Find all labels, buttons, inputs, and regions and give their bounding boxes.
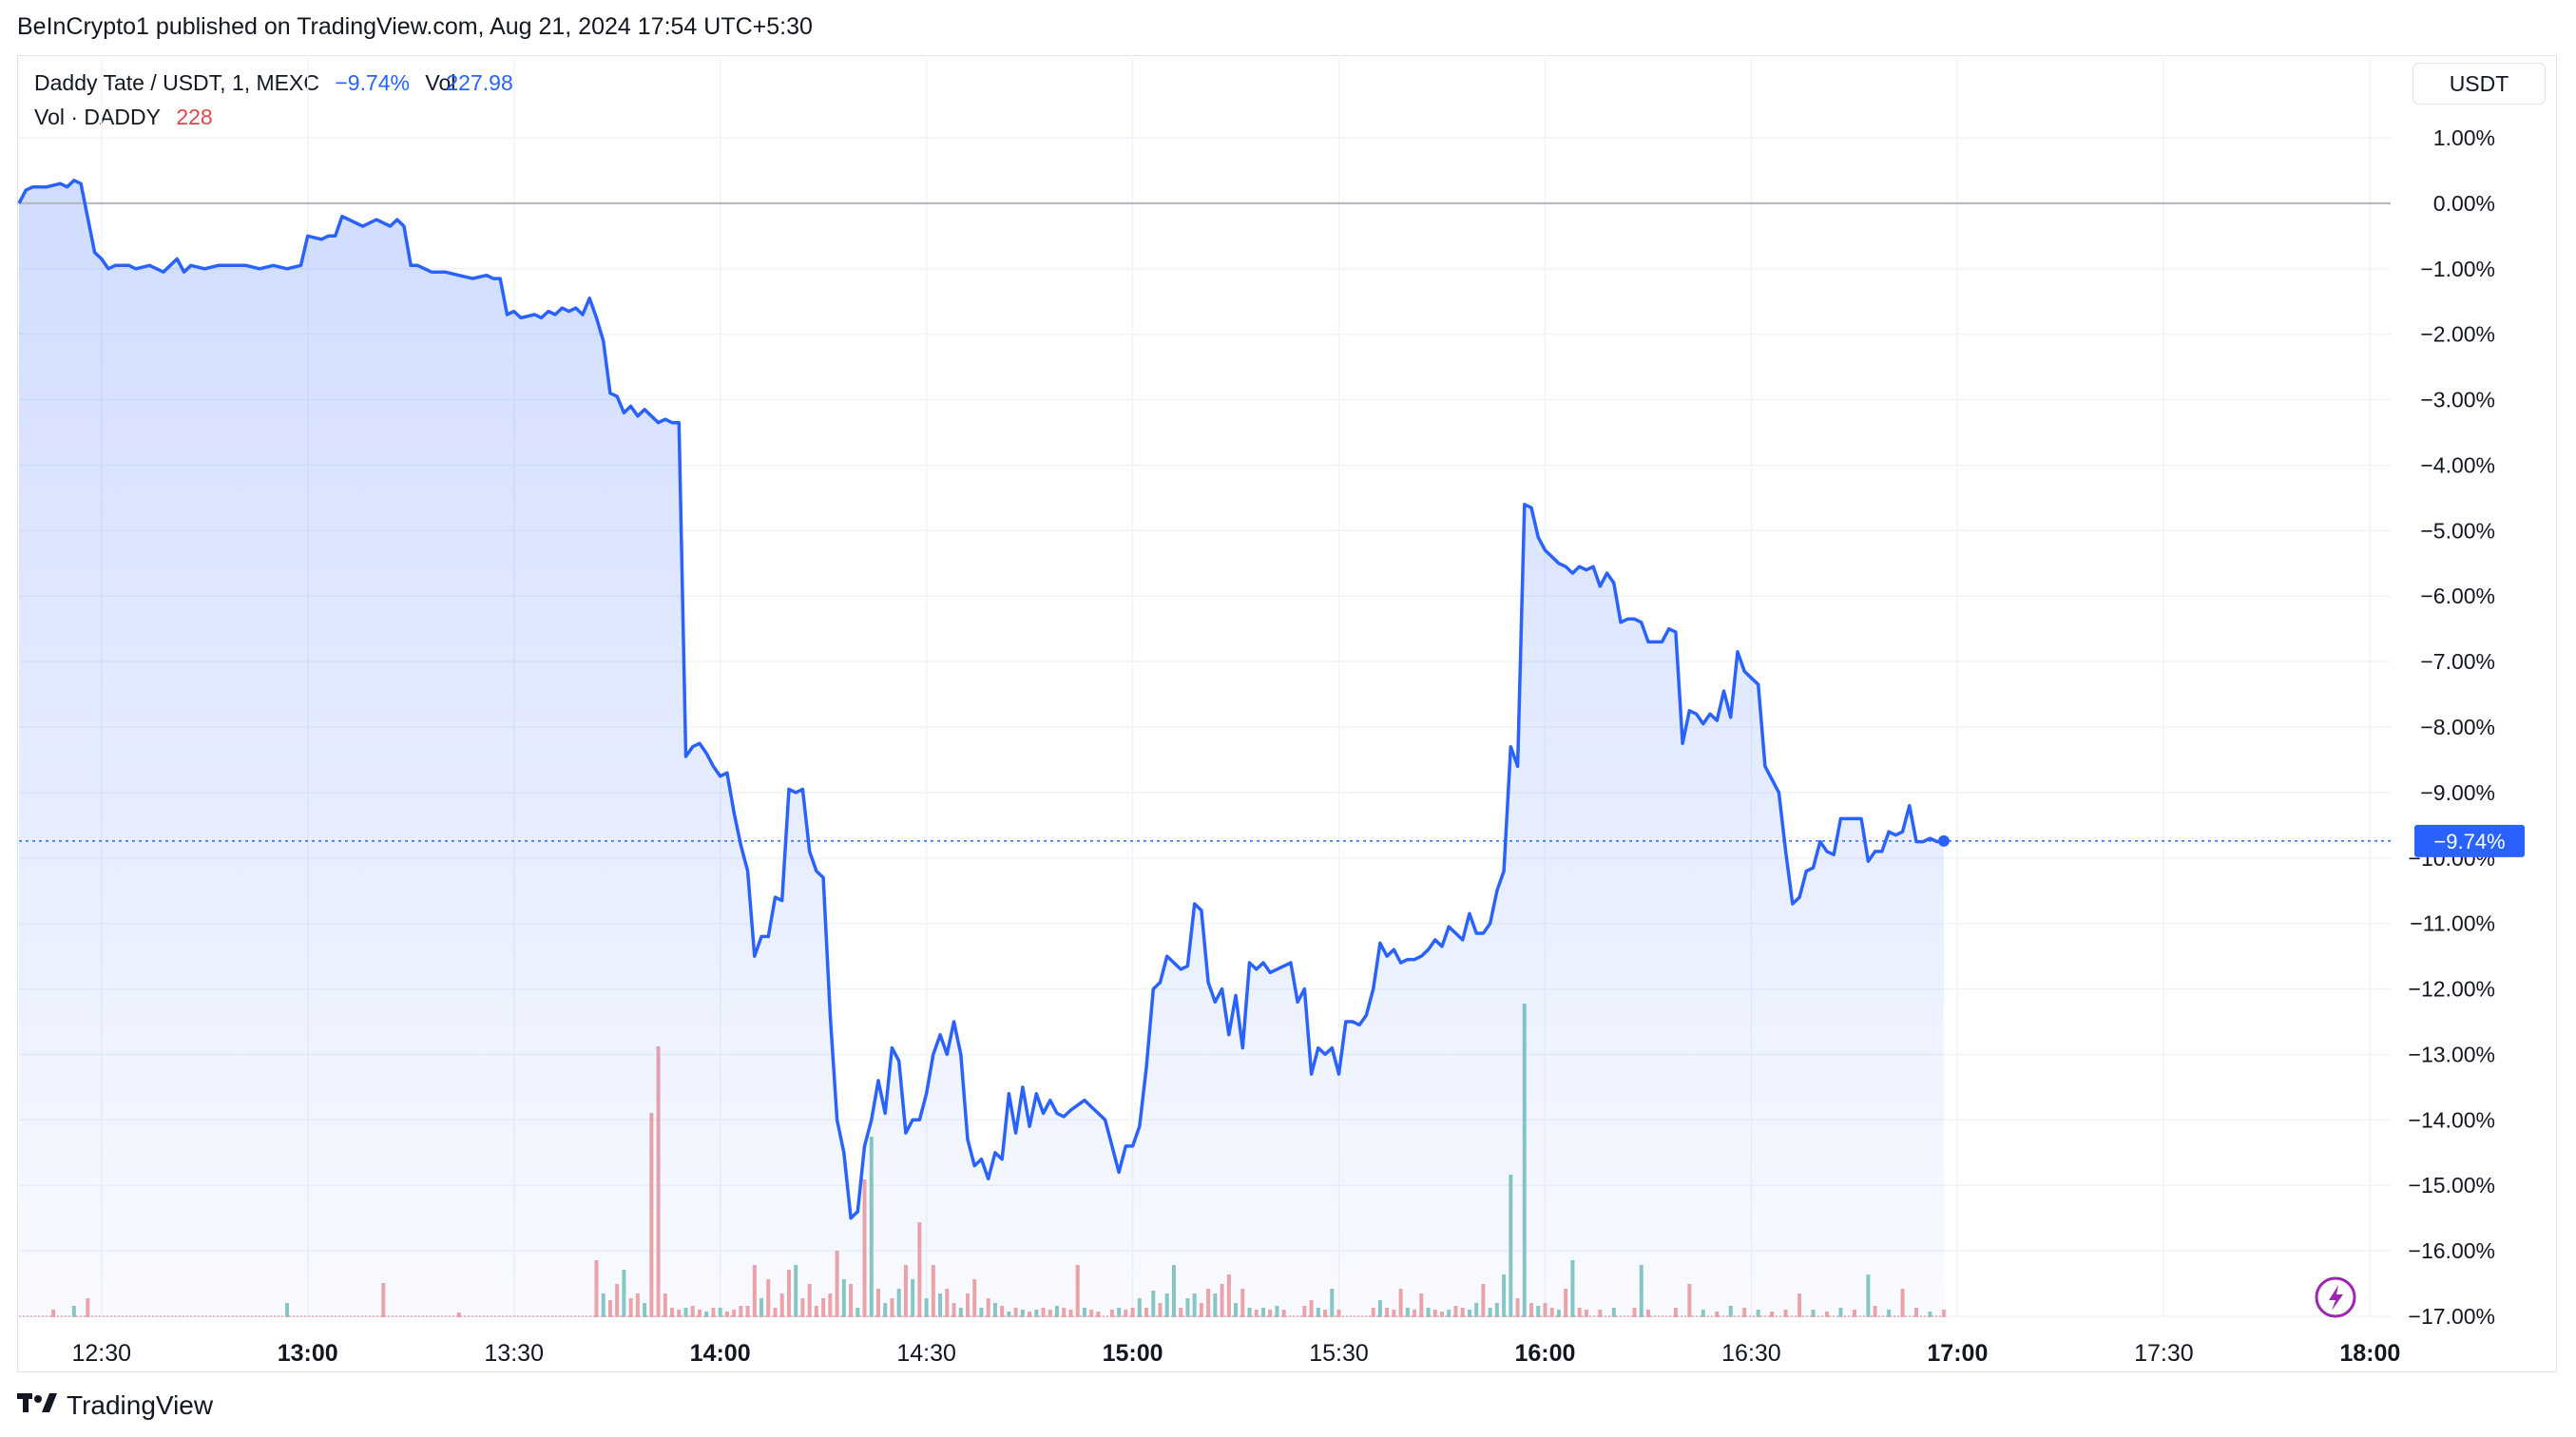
publisher-line: BeInCrypto1 published on TradingView.com… [17, 13, 813, 40]
vol-value: 227.98 [446, 70, 513, 95]
currency-button[interactable]: USDT [2413, 63, 2546, 105]
vol-label: Vol [425, 70, 456, 95]
chart-frame[interactable] [17, 55, 2557, 1372]
symbol-legend[interactable]: Daddy Tate / USDT, 1, MEXC −9.74% Vol227… [34, 70, 523, 96]
volume-series-value: 228 [176, 105, 213, 129]
tradingview-brand: TradingView [67, 1390, 214, 1420]
tradingview-logo[interactable]: TradingView [17, 1389, 213, 1422]
symbol-name: Daddy Tate / USDT, 1, MEXC [34, 70, 319, 95]
symbol-change: −9.74% [335, 70, 411, 95]
volume-series-name: Vol · DADDY [34, 105, 161, 129]
volume-legend[interactable]: Vol · DADDY 228 [34, 105, 222, 130]
tradingview-logo-icon [17, 1389, 59, 1422]
